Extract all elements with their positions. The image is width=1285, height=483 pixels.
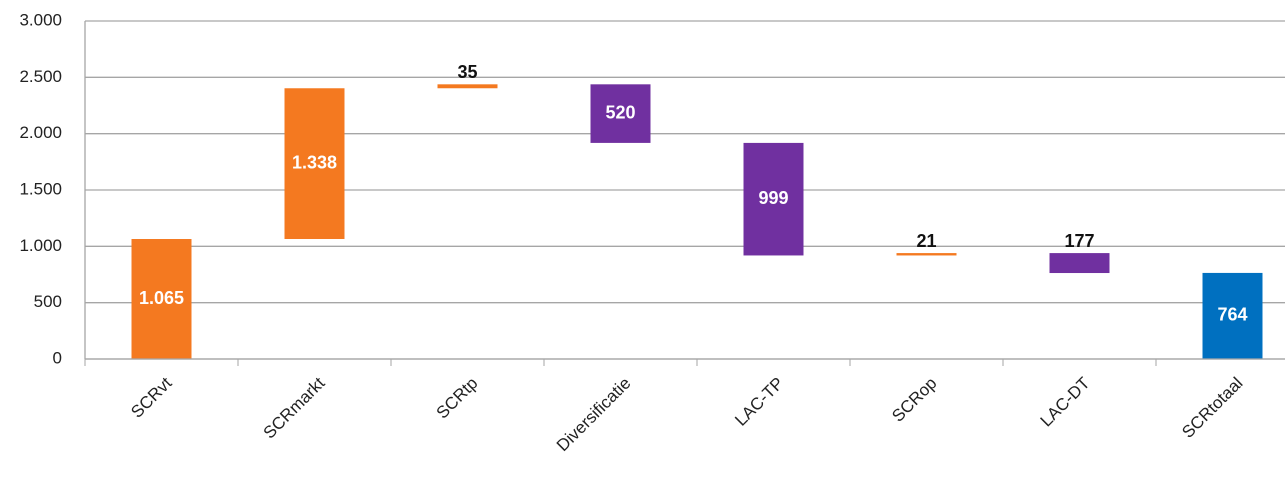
value-label: 21 <box>916 231 936 251</box>
y-tick-label: 1.000 <box>19 236 62 255</box>
bar <box>896 253 957 256</box>
value-label: 177 <box>1064 231 1094 251</box>
y-tick-label: 0 <box>53 348 62 367</box>
value-label: 999 <box>758 188 788 208</box>
x-tick-label: SCRmarkt <box>260 373 329 442</box>
y-tick-label: 3.000 <box>19 10 62 29</box>
x-tick-label: Diversificatie <box>553 374 635 456</box>
value-label: 520 <box>605 102 635 122</box>
value-label: 35 <box>457 62 477 82</box>
value-label: 1.065 <box>139 288 184 308</box>
bar <box>131 239 192 359</box>
bar <box>437 84 498 89</box>
x-tick-label: SCRop <box>888 374 940 426</box>
y-tick-label: 2.000 <box>19 123 62 142</box>
y-tick-label: 1.500 <box>19 179 62 198</box>
bar <box>590 84 651 143</box>
y-tick-label: 500 <box>34 292 62 311</box>
bar <box>1202 272 1263 359</box>
bar <box>1049 253 1110 274</box>
bar <box>743 142 804 256</box>
value-label: 764 <box>1217 305 1247 325</box>
x-tick-label: LAC-TP <box>731 374 787 430</box>
value-label: 1.338 <box>292 152 337 172</box>
x-tick-label: SCRtp <box>433 374 482 423</box>
x-tick-label: LAC-DT <box>1037 374 1094 431</box>
bar <box>284 88 345 240</box>
y-tick-label: 2.500 <box>19 67 62 86</box>
x-tick-label: SCRvt <box>127 373 175 421</box>
x-tick-label: SCRtotaal <box>1178 374 1246 442</box>
